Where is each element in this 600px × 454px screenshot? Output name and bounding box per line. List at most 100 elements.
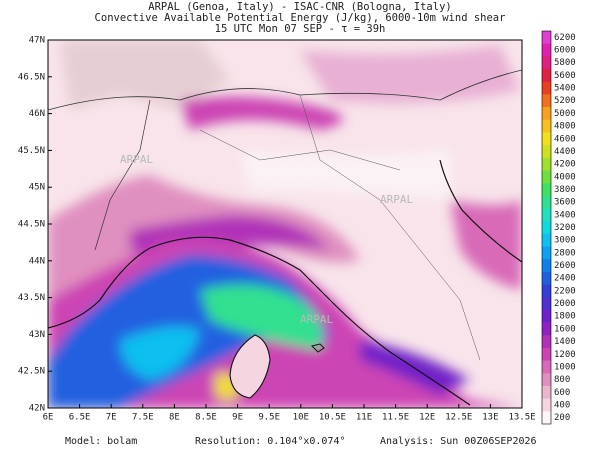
lat-label: 42N: [29, 404, 45, 414]
lat-label: 44N: [29, 256, 45, 266]
colorbar-swatch: [542, 360, 551, 374]
colorbar-label: 5000: [554, 109, 576, 119]
colorbar-swatch: [542, 297, 551, 311]
lat-label: 45.5N: [18, 146, 45, 156]
lon-label: 11.5E: [382, 413, 409, 423]
lon-label: 10E: [293, 413, 309, 423]
colorbar-label: 4800: [554, 122, 576, 132]
lon-label: 12E: [419, 413, 435, 423]
title-line: ARPAL (Genoa, Italy) - ISAC-CNR (Bologna…: [148, 1, 451, 13]
colorbar-swatch: [542, 385, 551, 399]
map-field: [48, 40, 522, 408]
colorbar-swatch: [542, 271, 551, 285]
colorbar-label: 2600: [554, 261, 576, 271]
colorbar-swatch: [542, 335, 551, 349]
colorbar-label: 6200: [554, 33, 576, 43]
colorbar-label: 6000: [554, 46, 576, 56]
lat-label: 44.5N: [18, 220, 45, 230]
colorbar-swatch: [542, 309, 551, 323]
colorbar-swatch: [542, 208, 551, 222]
colorbar-label: 3000: [554, 236, 576, 246]
lon-label: 7.5E: [132, 413, 154, 423]
colorbar-label: 3800: [554, 185, 576, 195]
colorbar-swatch: [542, 398, 551, 412]
colorbar-label: 400: [554, 400, 570, 410]
colorbar-swatch: [542, 43, 551, 57]
lat-label: 47N: [29, 36, 45, 46]
title-line: 15 UTC Mon 07 SEP - τ = 39h: [215, 23, 386, 35]
colorbar-swatch: [542, 170, 551, 184]
watermark: ARPAL: [300, 313, 333, 326]
lon-label: 8.5E: [195, 413, 217, 423]
colorbar-swatch: [542, 347, 551, 361]
lon-label: 11E: [356, 413, 372, 423]
colorbar-label: 1000: [554, 362, 576, 372]
colorbar-swatch: [542, 259, 551, 273]
watermark: ARPAL: [120, 153, 153, 166]
colorbar-label: 600: [554, 388, 570, 398]
lon-label: 12.5E: [445, 413, 472, 423]
colorbar-swatch: [542, 411, 551, 425]
lon-label: 10.5E: [319, 413, 346, 423]
colorbar-label: 1400: [554, 337, 576, 347]
colorbar-label: 4600: [554, 134, 576, 144]
colorbar-label: 5600: [554, 71, 576, 81]
colorbar-label: 3200: [554, 223, 576, 233]
lat-label: 46.5N: [18, 72, 45, 82]
colorbar-label: 5200: [554, 96, 576, 106]
lon-label: 6.5E: [69, 413, 91, 423]
lat-label: 42.5N: [18, 367, 45, 377]
lon-label: 6E: [43, 413, 54, 423]
lon-label: 9E: [232, 413, 243, 423]
colorbar-swatch: [542, 132, 551, 146]
colorbar-label: 1800: [554, 312, 576, 322]
colorbar-swatch: [542, 107, 551, 121]
lat-label: 46N: [29, 109, 45, 119]
colorbar-label: 2200: [554, 286, 576, 296]
lat-label: 45N: [29, 183, 45, 193]
lat-label: 43N: [29, 330, 45, 340]
colorbar-swatch: [542, 284, 551, 298]
colorbar-label: 800: [554, 375, 570, 385]
colorbar-label: 3600: [554, 198, 576, 208]
colorbar-swatch: [542, 56, 551, 70]
colorbar-label: 1200: [554, 350, 576, 360]
colorbar-label: 4200: [554, 160, 576, 170]
lon-label: 9.5E: [258, 413, 280, 423]
colorbar-swatch: [542, 81, 551, 95]
colorbar-label: 4400: [554, 147, 576, 157]
colorbar-label: 200: [554, 413, 570, 423]
lon-label: 8E: [169, 413, 180, 423]
lon-label: 7E: [106, 413, 117, 423]
colorbar-swatch: [542, 246, 551, 260]
colorbar-label: 1600: [554, 324, 576, 334]
colorbar-label: 5800: [554, 58, 576, 68]
colorbar-swatch: [542, 94, 551, 108]
colorbar-frame: [541, 30, 552, 425]
colorbar-swatch: [542, 373, 551, 387]
colorbar-swatch: [542, 145, 551, 159]
colorbar-label: 5400: [554, 84, 576, 94]
colorbar-swatch: [542, 31, 551, 44]
colorbar-swatch: [542, 221, 551, 235]
colorbar-label: 4000: [554, 172, 576, 182]
colorbar-label: 2000: [554, 299, 576, 309]
footer-analysis: Analysis: Sun 00Z06SEP2026: [380, 436, 537, 447]
colorbar-label: 2400: [554, 274, 576, 284]
colorbar-swatch: [542, 183, 551, 197]
colorbar-swatch: [542, 322, 551, 336]
colorbar-swatch: [542, 157, 551, 171]
colorbar-swatch: [542, 119, 551, 133]
title-line: Convective Available Potential Energy (J…: [95, 12, 506, 24]
colorbar-label: 2800: [554, 248, 576, 258]
colorbar-swatch: [542, 69, 551, 83]
colorbar-swatch: [542, 195, 551, 209]
footer-resolution: Resolution: 0.104°x0.074°: [195, 436, 346, 447]
lon-label: 13.5E: [508, 413, 535, 423]
footer-model: Model: bolam: [65, 436, 137, 447]
colorbar-label: 3400: [554, 210, 576, 220]
watermark: ARPAL: [380, 193, 413, 206]
lat-label: 43.5N: [18, 293, 45, 303]
lon-label: 13E: [482, 413, 498, 423]
